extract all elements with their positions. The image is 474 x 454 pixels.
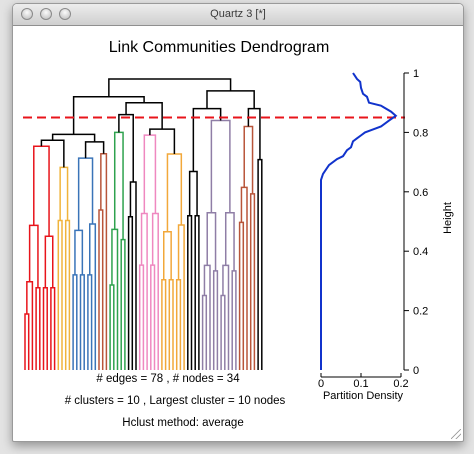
dendrogram-branch bbox=[24, 313, 30, 370]
dendrogram-branch bbox=[231, 270, 237, 370]
dendrogram-branch bbox=[77, 157, 94, 231]
dendrogram-branch bbox=[84, 141, 105, 159]
dendrogram-branch bbox=[243, 125, 254, 194]
partition-density-curve bbox=[320, 72, 398, 370]
dendrogram-branch bbox=[161, 279, 167, 370]
window-title: Quartz 3 [*] bbox=[210, 8, 266, 20]
y-tick-label: 0.4 bbox=[413, 246, 428, 258]
dendrogram-branch bbox=[240, 186, 248, 370]
resize-grip-icon[interactable] bbox=[451, 429, 461, 439]
dendrogram-branch bbox=[187, 214, 193, 370]
y-tick-label: 0.6 bbox=[413, 187, 428, 199]
dendrogram-branch bbox=[98, 209, 104, 370]
dendrogram-branch bbox=[42, 286, 48, 370]
dendrogram-branch bbox=[127, 215, 134, 370]
dendrogram-branch bbox=[175, 279, 182, 370]
close-button-icon[interactable] bbox=[21, 8, 33, 20]
dendrogram-plot: Link Communities Dendrogram 0 0.1 0.2 0 0.2… bbox=[23, 39, 454, 429]
dendrogram-branch bbox=[72, 274, 78, 370]
dendrogram-branch bbox=[222, 264, 230, 370]
y-tick-label: 0 bbox=[413, 365, 419, 377]
dendrogram-branch bbox=[33, 145, 50, 237]
dendrogram-branch bbox=[203, 264, 211, 370]
stats-hclust-method: Hclust method: average bbox=[122, 417, 243, 429]
dendrogram-branch bbox=[59, 166, 69, 221]
dendrogram-branch bbox=[194, 214, 200, 370]
dendrogram-branch bbox=[188, 170, 198, 216]
dendrogram-branch bbox=[50, 286, 56, 370]
dendrogram-branch bbox=[206, 90, 255, 109]
y-axis-label: Height bbox=[442, 202, 454, 234]
height-axis: 0 0.2 0.4 0.6 0.8 1 bbox=[403, 68, 428, 377]
zoom-button-icon[interactable] bbox=[59, 8, 71, 20]
dendrogram-branch bbox=[138, 264, 145, 370]
dendrogram-branch bbox=[140, 212, 148, 370]
dendrogram-branch bbox=[79, 274, 85, 370]
dendrogram-branch bbox=[150, 264, 156, 370]
dendrogram-branch bbox=[57, 219, 63, 370]
partition-density-panel: 0 0.1 0.2 bbox=[318, 72, 409, 390]
dendrogram-branch bbox=[87, 274, 93, 370]
x-tick-label: 0.1 bbox=[353, 378, 368, 390]
dendrogram-branch bbox=[74, 229, 84, 275]
y-tick-label: 0.2 bbox=[413, 306, 428, 318]
dendrogram-branch bbox=[224, 211, 235, 271]
dendrogram-branch bbox=[89, 223, 97, 370]
dendrogram-branch bbox=[109, 284, 115, 370]
dendrogram-branch bbox=[40, 139, 65, 168]
x-tick-label: 0 bbox=[318, 378, 324, 390]
x-tick-label: 0.2 bbox=[393, 378, 408, 390]
dendrogram-branch bbox=[118, 113, 134, 183]
chart-title: Link Communities Dendrogram bbox=[109, 39, 330, 56]
title-bar[interactable]: Quartz 3 [*] bbox=[13, 4, 463, 26]
dendrogram-branch bbox=[125, 101, 163, 130]
dendrogram-branch bbox=[249, 193, 256, 370]
dendrogram-branch bbox=[212, 270, 219, 370]
minimize-button-icon[interactable] bbox=[40, 8, 52, 20]
dendrogram-branch bbox=[129, 181, 137, 370]
dendrogram-branch bbox=[166, 153, 183, 232]
dendrogram-branch bbox=[120, 238, 126, 370]
dendrogram-branch bbox=[206, 211, 217, 271]
dendrogram-branch bbox=[220, 294, 226, 370]
dendrogram-branch bbox=[257, 158, 263, 370]
dendrogram-branch bbox=[238, 221, 245, 370]
dendrogram-branch bbox=[28, 224, 39, 288]
dendrogram bbox=[23, 78, 405, 370]
dendrogram-branch bbox=[149, 128, 176, 155]
stats-edges-nodes: # edges = 78 , # nodes = 34 bbox=[96, 373, 240, 385]
dendrogram-branch bbox=[35, 286, 41, 370]
stats-clusters: # clusters = 10 , Largest cluster = 10 n… bbox=[65, 395, 286, 407]
dendrogram-branch bbox=[201, 294, 208, 370]
dendrogram-branch bbox=[100, 152, 108, 370]
dendrogram-branch bbox=[113, 131, 124, 240]
dendrogram-branch bbox=[108, 78, 232, 97]
x-axis-label: Partition Density bbox=[323, 390, 404, 402]
dendrogram-branch bbox=[26, 281, 34, 370]
dendrogram-branch bbox=[163, 231, 172, 280]
dendrogram-branch bbox=[247, 107, 261, 160]
plot-window: Quartz 3 [*] Link Communities Dendrogram… bbox=[12, 3, 464, 442]
dendrogram-branch bbox=[168, 279, 174, 370]
dendrogram-branch bbox=[111, 228, 119, 370]
y-tick-label: 1 bbox=[413, 68, 419, 80]
y-tick-label: 0.8 bbox=[413, 127, 428, 139]
dendrogram-branch bbox=[151, 212, 159, 370]
dendrogram-branch bbox=[177, 224, 185, 370]
dendrogram-branch bbox=[210, 119, 231, 213]
dendrogram-branch bbox=[64, 219, 71, 370]
dendrogram-branch bbox=[143, 134, 157, 214]
dendrogram-branch bbox=[44, 235, 54, 288]
